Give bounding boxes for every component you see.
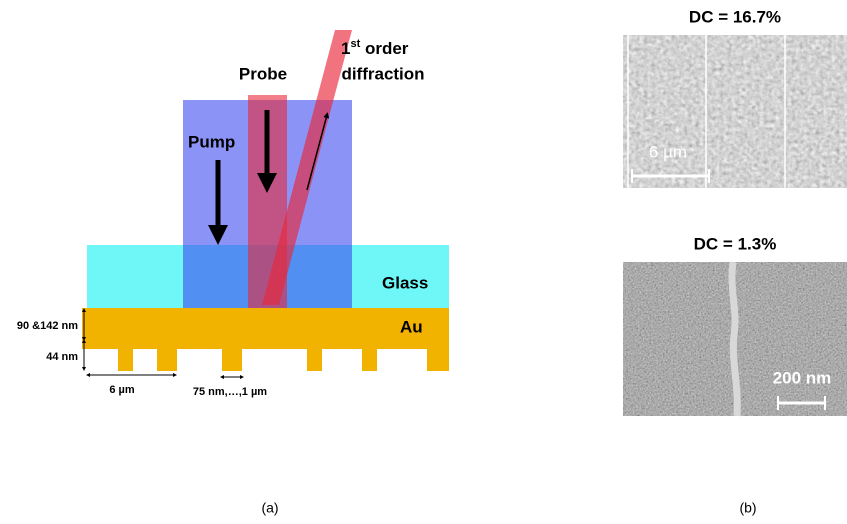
image-title: DC = 1.3% <box>694 234 777 253</box>
diffraction-label-line2: diffraction <box>341 64 424 83</box>
figure: Probe 1st order diffraction Pump Glass A… <box>0 0 847 524</box>
caption: (b) <box>739 500 756 516</box>
scale-label: 6 µm <box>649 142 687 161</box>
image-title: DC = 16.7% <box>689 7 781 26</box>
thickness-label: 90 &142 nm <box>17 320 78 332</box>
probe-label: Probe <box>239 64 287 83</box>
period-label: 6 µm <box>109 384 135 396</box>
diffraction-label: 1st order <box>341 38 409 59</box>
glass-label: Glass <box>382 273 428 292</box>
pump-label: Pump <box>188 132 235 151</box>
au-grating <box>82 308 449 371</box>
width-label: 75 nm,…,1 µm <box>193 386 267 398</box>
scale-label: 200 nm <box>773 368 832 387</box>
panel-b: DC = 16.7% 6 µm DC = 1.3% 200 nm (b) <box>623 7 847 515</box>
thickness-label: 44 nm <box>46 351 78 363</box>
au-label: Au <box>400 317 423 336</box>
sem-image <box>623 35 847 188</box>
caption: (a) <box>261 500 278 516</box>
panel-a: Probe 1st order diffraction Pump Glass A… <box>17 30 449 516</box>
